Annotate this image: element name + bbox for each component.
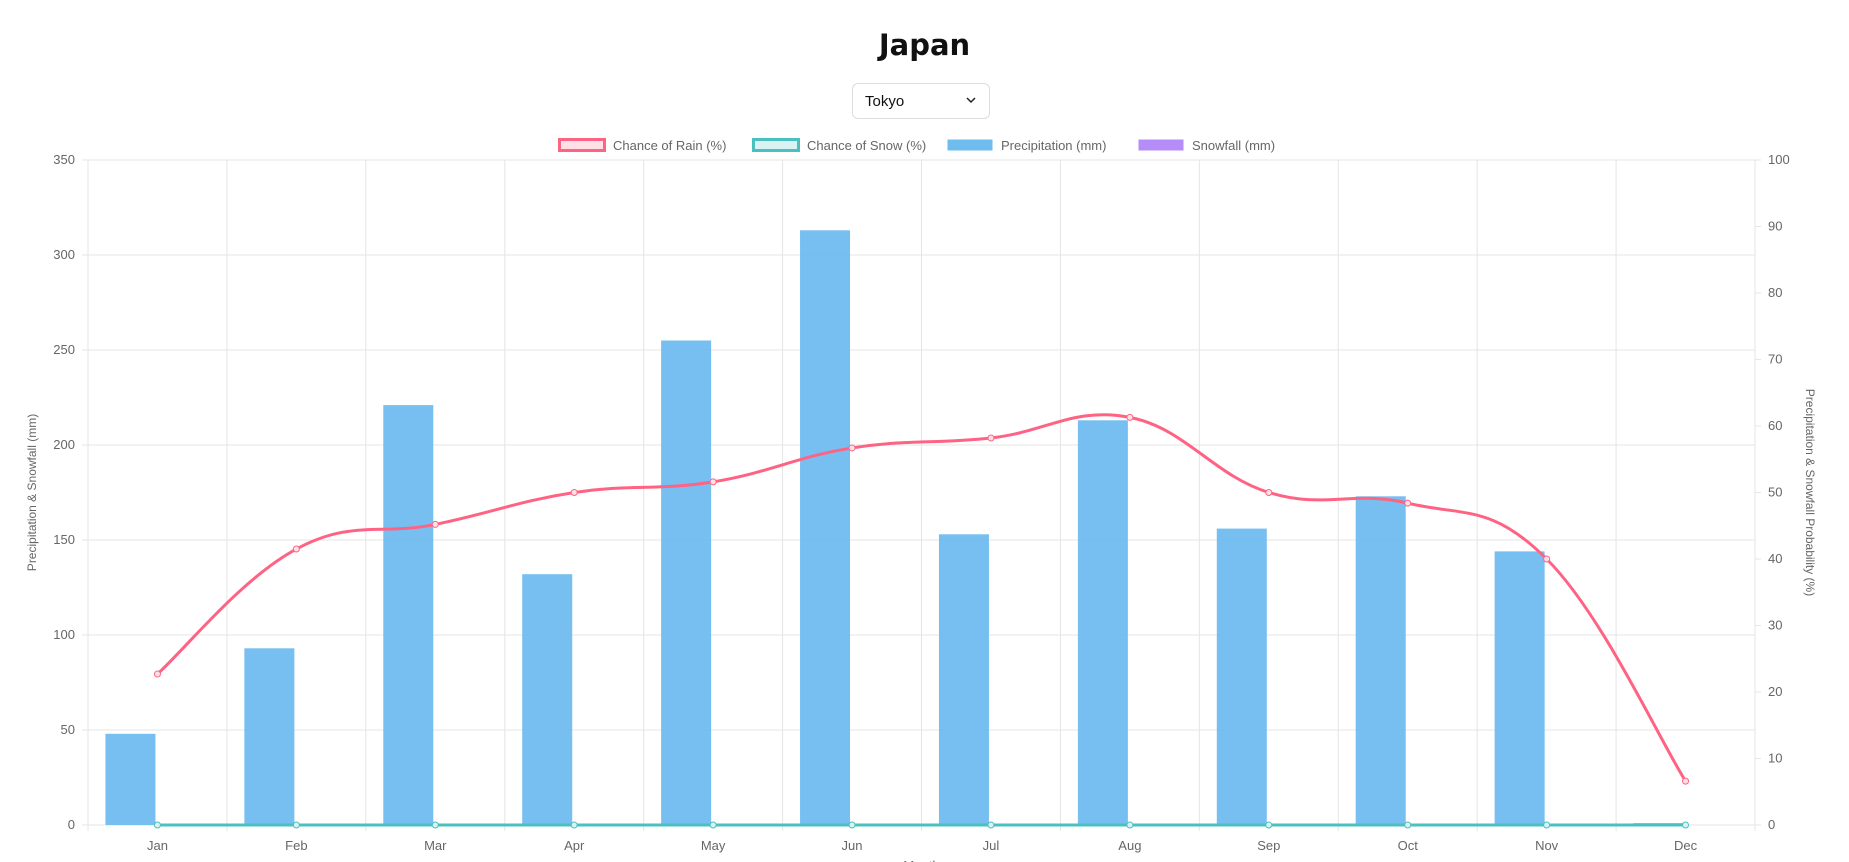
bar-precipitation	[1494, 551, 1545, 825]
x-tick-label: Oct	[1398, 838, 1419, 853]
y2-tick-label: 60	[1768, 418, 1782, 433]
legend-label: Snowfall (mm)	[1192, 138, 1275, 153]
point-chance-of-rain	[1682, 777, 1690, 785]
y2-tick-label: 40	[1768, 551, 1782, 566]
x-tick-label: Mar	[424, 838, 447, 853]
y2-tick-label: 50	[1768, 485, 1782, 500]
point-chance-of-snow	[292, 821, 300, 829]
city-select-value: Tokyo	[865, 92, 905, 110]
point-chance-of-rain	[1126, 413, 1134, 421]
legend-label: Chance of Snow (%)	[807, 138, 926, 153]
point-chance-of-rain	[1404, 499, 1412, 507]
point-chance-of-rain	[153, 670, 161, 678]
bar-precipitation	[522, 574, 573, 825]
point-chance-of-rain	[292, 545, 300, 553]
y-axis-title: Precipitation & Snowfall (mm)	[25, 414, 39, 571]
x-tick-label: Jun	[842, 838, 863, 853]
x-tick-label: Nov	[1535, 838, 1559, 853]
point-chance-of-rain	[709, 478, 717, 486]
y2-tick-label: 0	[1768, 817, 1775, 832]
point-chance-of-rain	[1265, 489, 1273, 496]
bar-precipitation	[800, 230, 851, 826]
y2-axis-title: Precipitation & Snowfall Probability (%)	[1803, 389, 1817, 596]
bar-precipitation	[661, 340, 712, 825]
point-chance-of-snow	[570, 821, 578, 829]
point-chance-of-rain	[848, 444, 856, 452]
point-chance-of-rain	[1543, 555, 1551, 563]
legend-swatch	[947, 139, 993, 151]
x-tick-label: Jan	[147, 838, 168, 853]
x-tick-label: Dec	[1674, 838, 1698, 853]
bar-precipitation	[1216, 528, 1267, 825]
point-chance-of-snow	[1682, 821, 1690, 829]
point-chance-of-snow	[848, 821, 856, 829]
point-chance-of-snow	[1404, 821, 1412, 829]
x-tick-label: Jul	[983, 838, 1000, 853]
y-tick-label: 150	[53, 532, 75, 547]
bar-precipitation	[938, 534, 989, 825]
legend-swatch	[558, 138, 606, 152]
point-chance-of-snow	[987, 821, 995, 829]
y2-tick-label: 70	[1768, 352, 1782, 367]
x-tick-label: Apr	[564, 838, 585, 853]
point-chance-of-snow	[431, 821, 439, 829]
point-chance-of-rain	[570, 489, 578, 496]
y2-tick-label: 90	[1768, 219, 1782, 234]
x-tick-label: Sep	[1257, 838, 1280, 853]
y-tick-label: 250	[53, 342, 75, 357]
bar-precipitation	[105, 733, 156, 825]
point-chance-of-rain	[431, 520, 439, 528]
legend-swatch	[752, 138, 800, 152]
y-tick-label: 200	[53, 437, 75, 452]
x-tick-label: Aug	[1118, 838, 1141, 853]
y2-tick-label: 80	[1768, 285, 1782, 300]
point-chance-of-snow	[1126, 821, 1134, 829]
y2-tick-label: 10	[1768, 751, 1782, 766]
bar-precipitation	[1355, 496, 1406, 825]
bar-precipitation	[1077, 420, 1128, 825]
line-chance-of-rain	[156, 413, 1687, 782]
chevron-down-icon	[965, 93, 977, 110]
legend-swatch	[1138, 139, 1184, 151]
y-tick-label: 100	[53, 627, 75, 642]
point-chance-of-snow	[709, 821, 717, 829]
y-tick-label: 0	[68, 817, 75, 832]
y-tick-label: 50	[61, 722, 75, 737]
x-axis-title: Month	[903, 858, 939, 862]
point-chance-of-snow	[153, 821, 161, 829]
x-tick-label: Feb	[285, 838, 307, 853]
bar-precipitation	[383, 405, 434, 825]
y-tick-label: 350	[53, 152, 75, 167]
city-select[interactable]: Tokyo	[852, 83, 990, 119]
y-tick-label: 300	[53, 247, 75, 262]
page-title: Japan	[878, 28, 971, 62]
bar-precipitation	[244, 648, 295, 825]
point-chance-of-rain	[987, 434, 995, 442]
y2-tick-label: 20	[1768, 684, 1782, 699]
legend-label: Chance of Rain (%)	[613, 138, 726, 153]
point-chance-of-snow	[1543, 821, 1551, 829]
y2-tick-label: 30	[1768, 618, 1782, 633]
point-chance-of-snow	[1265, 821, 1273, 829]
y2-tick-label: 100	[1768, 152, 1790, 167]
legend-label: Precipitation (mm)	[1001, 138, 1106, 153]
x-tick-label: May	[701, 838, 726, 853]
